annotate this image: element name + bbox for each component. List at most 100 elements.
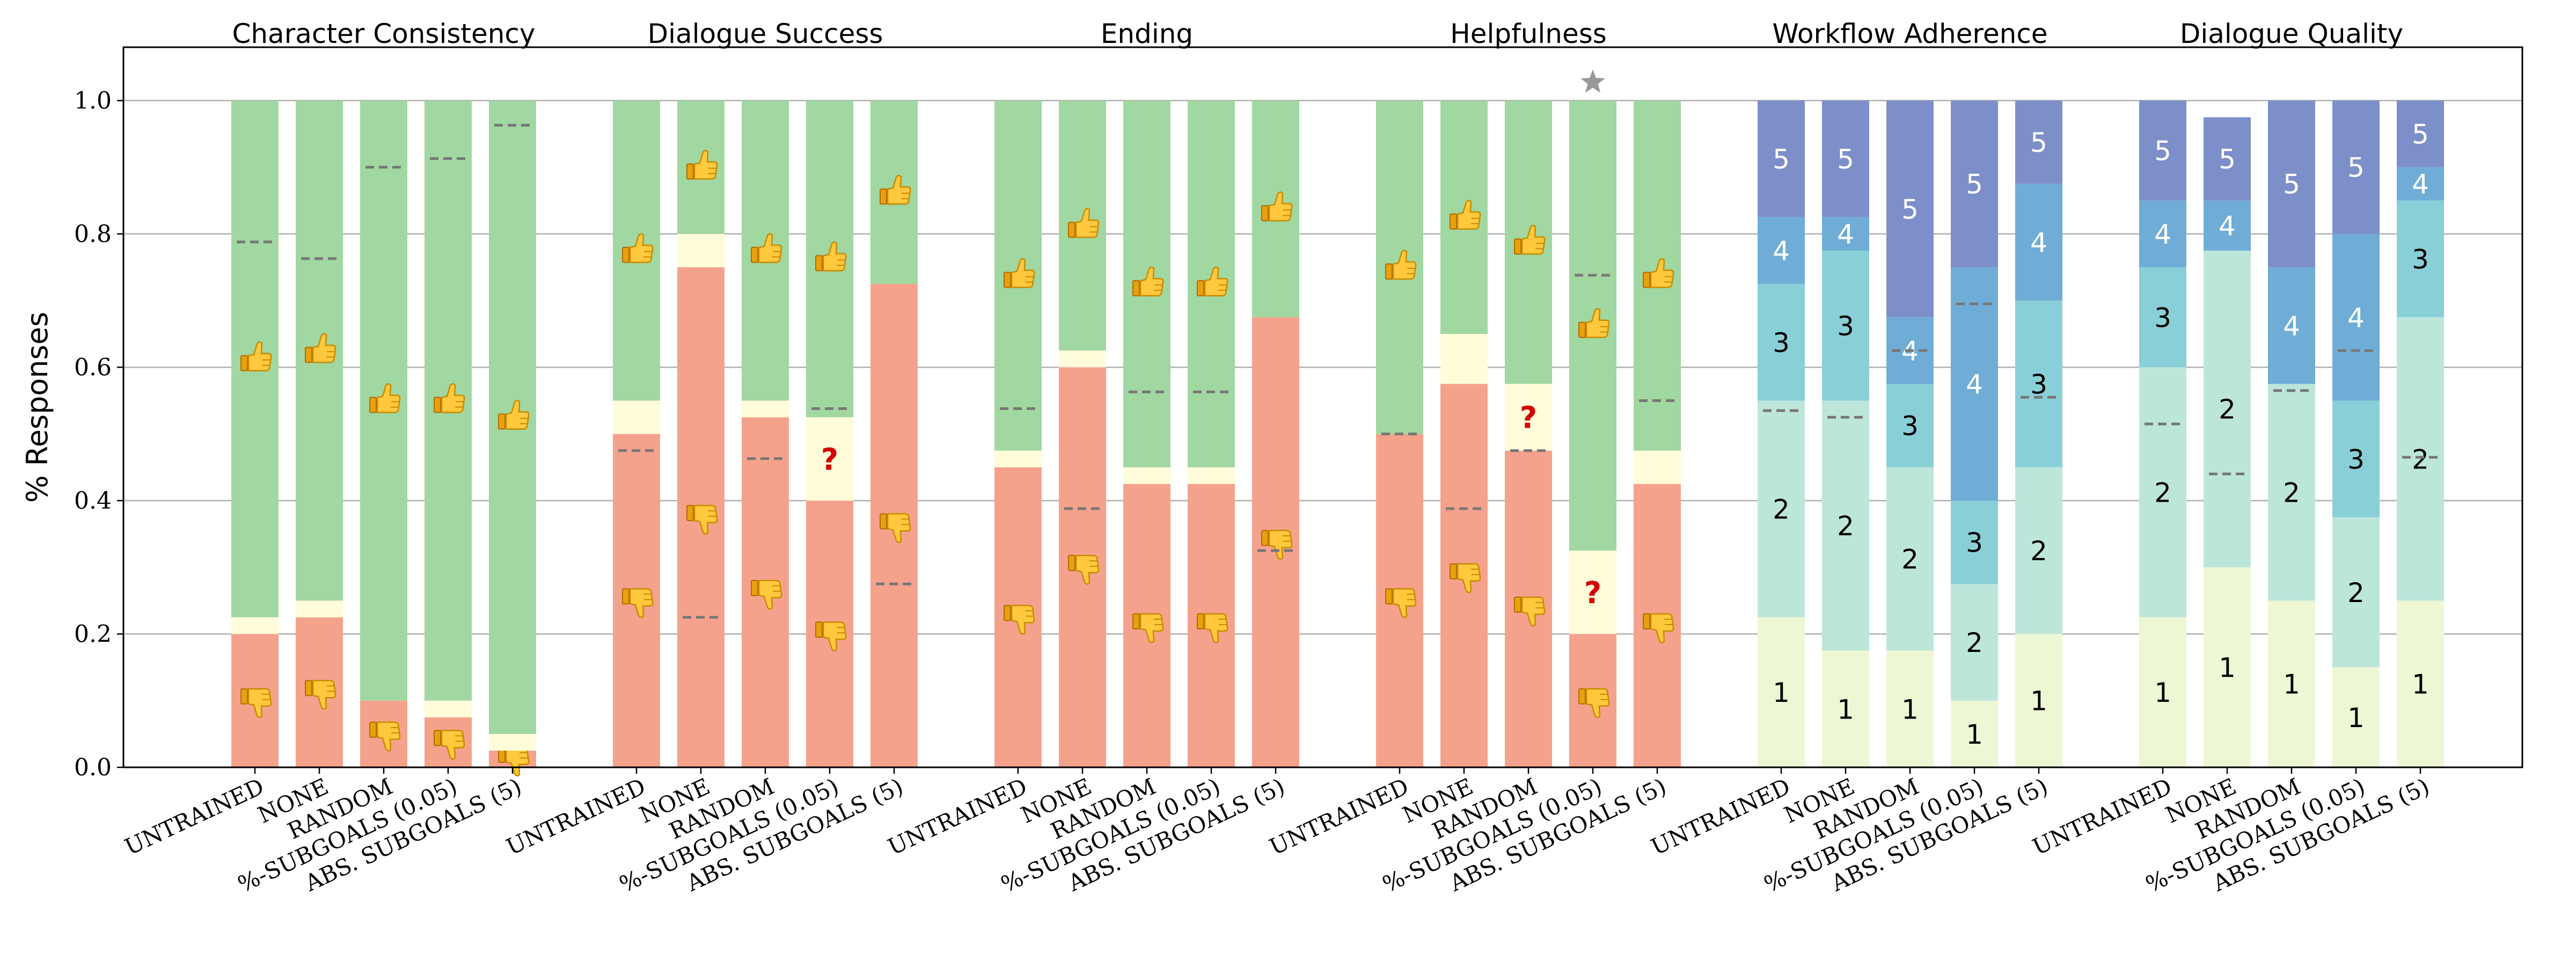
thumbs-up-icon <box>751 233 782 263</box>
panel-dialogue-quality: Dialogue Quality12345UNTRAINED1245NONE12… <box>2029 18 2444 898</box>
bar-untrained <box>231 100 279 767</box>
bar--subgoals-0-05- <box>425 100 472 767</box>
rating-label: 5 <box>2219 144 2236 175</box>
thumbs-down-icon <box>1261 530 1293 560</box>
bar-segment-rating-5 <box>1822 100 1869 217</box>
rating-label: 2 <box>1837 511 1854 542</box>
bar-untrained: 1 2 3 4 5 <box>2139 100 2186 767</box>
bar-untrained <box>994 100 1042 767</box>
thumbs-down-icon <box>434 730 465 760</box>
panel-title: Helpfulness <box>1450 18 1607 49</box>
x-tick-label: UNTRAINED <box>884 773 1031 861</box>
bar-none: 1 2 4 5 <box>2204 117 2251 767</box>
thumbs-down-icon <box>1643 613 1674 643</box>
bar-segment-rating-4 <box>1822 217 1869 251</box>
thumbs-up-icon <box>369 383 401 413</box>
bar-segment-rating-1 <box>1822 650 1869 767</box>
bar-segment-rating-4 <box>2397 167 2444 201</box>
bar-segment-neutral <box>1505 384 1552 451</box>
bar-segment-rating-4 <box>2332 233 2380 401</box>
thumbs-up-icon <box>1197 266 1228 297</box>
panel-title: Character Consistency <box>232 18 535 49</box>
bar-segment-neutral <box>677 233 724 268</box>
bar-segment-rating-3 <box>2139 267 2186 368</box>
thumbs-down-icon <box>498 746 530 776</box>
bar-none <box>296 100 343 767</box>
thumbs-down-icon <box>815 621 847 651</box>
panel-helpfulness: HelpfulnessUNTRAINEDNONE?RANDOM?%-SUBGOA… <box>1265 18 1681 898</box>
thumbs-down-icon <box>1068 554 1100 585</box>
thumbs-up-icon <box>1578 308 1610 339</box>
bar-segment-rating-1 <box>2015 634 2062 767</box>
panel-workflow-adherence: Workflow Adherence12345UNTRAINED12345NON… <box>1647 18 2062 898</box>
rating-label: 4 <box>2412 169 2429 200</box>
bar--subgoals-0-05-: 1 2 3 4 5 <box>1951 100 1998 767</box>
question-mark-icon: ? <box>1584 576 1601 611</box>
bar-segment-neutral <box>1059 350 1106 368</box>
bar-segment-rating-3 <box>2015 300 2062 467</box>
y-tick-label: 0.8 <box>74 221 112 248</box>
y-tick-label: 1.0 <box>74 87 112 114</box>
bar-segment-rating-3 <box>1822 250 1869 401</box>
thumbs-up-icon <box>1450 200 1481 230</box>
bar-segment-rating-3 <box>1951 500 1998 584</box>
panel-title: Dialogue Success <box>648 18 883 49</box>
bar-segment-rating-1 <box>2139 617 2186 767</box>
bar-segment-rating-3 <box>2397 200 2444 318</box>
thumbs-up-icon <box>1385 250 1417 280</box>
question-mark-icon: ? <box>1520 401 1537 436</box>
bar-segment-rating-4 <box>2015 184 2062 301</box>
panel-dialogue-success: Dialogue SuccessUNTRAINEDNONERANDOM?%-SU… <box>502 18 918 898</box>
bar-segment-rating-2 <box>2268 384 2315 601</box>
rating-label: 5 <box>2154 136 2171 167</box>
thumbs-up-icon <box>1004 258 1035 288</box>
y-axis-label: % Responses <box>20 312 54 503</box>
x-tick-label: UNTRAINED <box>2029 773 2176 861</box>
rating-label: 3 <box>2154 302 2171 333</box>
thumbs-up-icon <box>240 341 272 372</box>
bar-abs-subgoals-5- <box>489 100 536 776</box>
x-tick-label: UNTRAINED <box>1647 773 1794 861</box>
thumbs-down-icon <box>240 688 272 718</box>
thumbs-up-icon <box>1643 258 1674 288</box>
bar-segment-neutral <box>296 600 343 618</box>
bar-segment-rating-5 <box>2268 100 2315 268</box>
bar-segment-rating-1 <box>2268 600 2315 767</box>
rating-label: 2 <box>2412 444 2429 475</box>
bar-segment-rating-5 <box>1758 100 1805 217</box>
rating-label: 3 <box>1901 410 1919 442</box>
rating-label: 1 <box>1966 719 1983 750</box>
y-tick-label: 0.2 <box>74 620 112 648</box>
bar-segment-rating-4 <box>2268 267 2315 384</box>
rating-label: 3 <box>1837 311 1854 342</box>
rating-label: 1 <box>1901 694 1919 725</box>
thumbs-down-icon <box>1450 563 1481 593</box>
rating-label: 4 <box>2219 210 2236 241</box>
rating-label: 5 <box>2283 169 2300 200</box>
bar-segment-neutral <box>1569 551 1616 634</box>
bar-abs-subgoals-5-: 1 2 3 4 5 <box>2397 100 2444 767</box>
rating-label: 4 <box>2030 227 2047 258</box>
bar-segment-rating-5 <box>1886 100 1934 318</box>
rating-label: 5 <box>2412 119 2429 150</box>
y-tick-label: 0.4 <box>74 487 112 515</box>
bar-untrained: 1 2 3 4 5 <box>1758 100 1805 767</box>
thumbs-down-icon <box>1385 588 1417 618</box>
rating-label: 3 <box>1966 527 1983 559</box>
thumbs-down-icon <box>1132 613 1164 643</box>
bar-segment-rating-3 <box>1758 284 1805 401</box>
bar-segment-rating-2 <box>1886 467 1934 651</box>
rating-label: 2 <box>1901 544 1919 575</box>
thumbs-up-icon <box>1068 208 1100 238</box>
bar-segment-rating-3 <box>2332 400 2380 518</box>
rating-label: 3 <box>1773 327 1790 358</box>
bar-untrained <box>613 100 660 767</box>
bar-segment-rating-5 <box>2397 100 2444 167</box>
thumbs-up-icon <box>434 383 465 413</box>
bar-none <box>1440 100 1488 767</box>
bar-none <box>1059 100 1106 767</box>
bar--subgoals-0-05-: 1 2 3 4 5 <box>2332 100 2380 767</box>
thumbs-down-icon <box>369 721 401 752</box>
bar-segment-rating-2 <box>2015 467 2062 634</box>
